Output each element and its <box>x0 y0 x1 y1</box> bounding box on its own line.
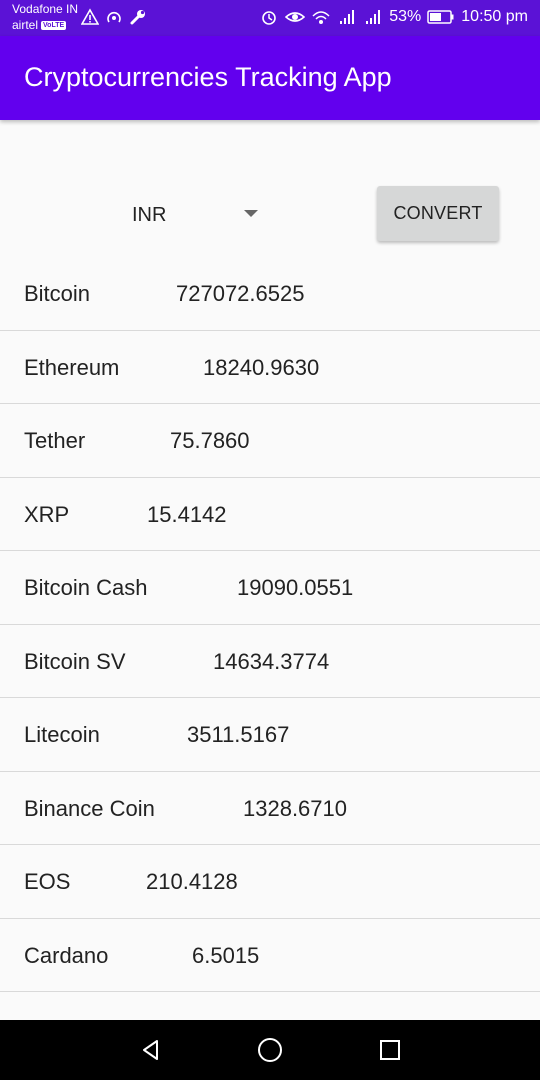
recents-icon[interactable] <box>375 1035 405 1065</box>
warning-icon <box>80 7 100 27</box>
carrier-primary: Vodafone IN <box>12 2 79 16</box>
coin-price: 727072.6525 <box>176 281 305 306</box>
app-title: Cryptocurrencies Tracking App <box>24 62 392 92</box>
status-right: 53% 10:50 pm <box>259 7 528 27</box>
coin-name: Bitcoin Cash <box>24 575 148 600</box>
coin-price: 6.5015 <box>192 942 260 968</box>
coin-price: 19090.0551 <box>237 575 354 600</box>
clock: 10:50 pm <box>461 8 528 25</box>
coin-row[interactable]: XRP 15.4142 <box>0 478 540 551</box>
currency-dropdown[interactable]: INR <box>116 192 276 238</box>
coin-name: XRP <box>24 501 70 527</box>
coin-price: 210.4128 <box>146 869 238 894</box>
battery-icon <box>427 7 455 27</box>
coin-price: 1328.6710 <box>243 795 347 821</box>
coin-price: 14634.3774 <box>213 648 330 674</box>
carrier-secondary: airtel VoLTE <box>12 18 67 32</box>
coin-row[interactable]: Ethereum 18240.9630 <box>0 331 540 404</box>
coin-row[interactable]: EOS 210.4128 <box>0 845 540 919</box>
home-icon[interactable] <box>255 1035 285 1065</box>
wrench-icon <box>128 7 148 27</box>
coin-name: EOS <box>24 869 71 894</box>
wifi-icon <box>311 7 331 27</box>
status-bar: Vodafone IN airtel VoLTE 53% <box>0 0 540 36</box>
alarm-icon <box>259 7 279 27</box>
coin-name: Cardano <box>24 942 109 968</box>
currency-selected-value: INR <box>132 203 167 226</box>
coin-list[interactable]: Bitcoin 727072.6525 Ethereum 18240.9630 … <box>0 257 540 992</box>
coin-name: Bitcoin SV <box>24 648 126 674</box>
app-bar: Cryptocurrencies Tracking App <box>0 36 540 120</box>
battery-percent: 53% <box>389 8 422 25</box>
notification-icons <box>80 7 148 27</box>
signal-icon-1 <box>337 7 357 27</box>
coin-price: 3511.5167 <box>187 722 290 747</box>
coin-price: 75.7860 <box>170 428 250 453</box>
coin-name: Binance Coin <box>24 795 155 821</box>
coin-row[interactable]: Binance Coin 1328.6710 <box>0 772 540 845</box>
carrier-secondary-label: airtel <box>12 18 39 32</box>
hotspot-icon <box>104 7 124 27</box>
coin-name: Bitcoin <box>24 281 91 306</box>
coin-price: 18240.9630 <box>203 354 320 380</box>
coin-row[interactable]: Bitcoin 727072.6525 <box>0 257 540 331</box>
eye-icon <box>285 7 306 27</box>
coin-row[interactable]: Bitcoin Cash 19090.0551 <box>0 551 540 625</box>
coin-name: Ethereum <box>24 354 120 380</box>
dropdown-arrow-icon <box>244 210 258 217</box>
coin-name: Tether <box>24 428 86 453</box>
coin-price: 15.4142 <box>147 501 227 527</box>
coin-name: Litecoin <box>24 722 100 747</box>
coin-row[interactable]: Cardano 6.5015 <box>0 919 540 992</box>
coin-row[interactable]: Litecoin 3511.5167 <box>0 698 540 772</box>
signal-icon-2 <box>363 7 383 27</box>
coin-row[interactable]: Bitcoin SV 14634.3774 <box>0 625 540 698</box>
navigation-bar <box>0 1020 540 1080</box>
volte-badge: VoLTE <box>41 21 67 30</box>
coin-row[interactable]: Tether 75.7860 <box>0 404 540 478</box>
back-icon[interactable] <box>136 1035 166 1065</box>
convert-button[interactable]: CONVERT <box>377 186 499 241</box>
